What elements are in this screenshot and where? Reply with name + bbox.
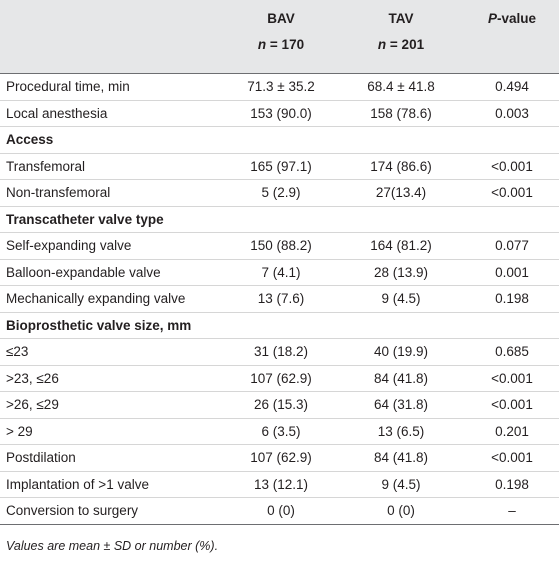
p-rest: -value (496, 11, 537, 26)
header-bav: BAV n = 170 (216, 6, 346, 58)
cell: 107 (62.9) (250, 370, 312, 386)
cell: 0 (0) (387, 503, 415, 518)
cell: 0.685 (495, 344, 529, 359)
table-row: Implantation of >1 valve 13 (12.1) 9 (4.5)… (0, 472, 559, 498)
table-row: Conversion to surgery 0 (0) 0 (0) – (0, 498, 559, 525)
table-row: Postdilation 107 (62.9) 84 (41.8) <0.001 (0, 445, 559, 472)
p-symbol: P (487, 11, 497, 26)
cell: 0.198 (495, 476, 529, 492)
cell: 0.494 (495, 79, 529, 94)
n-count: = 201 (389, 37, 425, 52)
row-label: Non-transfemoral (6, 185, 111, 200)
row-label: Transfemoral (6, 158, 86, 174)
cell: 0.003 (495, 105, 529, 121)
cell: <0.001 (491, 158, 533, 174)
n-symbol: n (257, 37, 267, 52)
section-label: Access (6, 132, 54, 147)
table-row: Procedural time, min 71.3 ± 35.2 68.4 ± 41… (0, 74, 559, 101)
cell: <0.001 (491, 450, 533, 465)
table-row: >26, ≤29 26 (15.3) 64 (31.8) <0.001 (0, 392, 559, 419)
cell: 153 (90.0) (250, 105, 312, 121)
table-row: Balloon-expandable valve 7 (4.1) 28 (13.9)… (0, 260, 559, 286)
row-label: >23, ≤26 (6, 370, 59, 386)
row-label: Conversion to surgery (6, 503, 139, 518)
cell: 0.077 (495, 238, 529, 253)
cell: 7 (4.1) (261, 264, 301, 280)
section-label: Bioprosthetic valve size, mm (6, 317, 192, 333)
cell: 71.3 ± 35.2 (247, 79, 315, 94)
cell: 165 (97.1) (250, 158, 312, 174)
cell: 0.001 (495, 264, 529, 280)
row-label: Local anesthesia (6, 105, 108, 121)
cell: 40 (19.9) (373, 344, 429, 359)
cell: 6 (3.5) (261, 423, 301, 439)
n-symbol: n (377, 37, 387, 52)
row-label: Balloon-expandable valve (6, 264, 161, 280)
row-label: Postdilation (6, 450, 76, 465)
table-row: Non-transfemoral 5 (2.9) 27(13.4) <0.001 (0, 180, 559, 207)
cell: 0.201 (495, 423, 529, 439)
cell: 27(13.4) (375, 185, 427, 200)
row-label: Procedural time, min (6, 79, 130, 94)
section-row: Access (0, 127, 559, 154)
cell: 64 (31.8) (373, 397, 429, 412)
cell: 13 (12.1) (253, 476, 309, 492)
cell: 13 (7.6) (257, 291, 305, 306)
cell: 107 (62.9) (250, 450, 312, 465)
cell: 0.198 (495, 291, 529, 306)
row-label: Implantation of >1 valve (6, 476, 149, 492)
row-label: Mechanically expanding valve (6, 291, 186, 306)
table-row: >23, ≤26 107 (62.9) 84 (41.8) <0.001 (0, 366, 559, 392)
section-row: Bioprosthetic valve size, mm (0, 313, 559, 339)
header-name: TAV (388, 11, 414, 26)
cell: 164 (81.2) (370, 238, 432, 253)
header-n: n = 170 (216, 32, 346, 58)
section-row: Transcatheter valve type (0, 207, 559, 233)
cell: 150 (88.2) (250, 238, 312, 253)
row-label: > 29 (6, 423, 33, 439)
cell: 13 (6.5) (377, 423, 425, 439)
cell: 26 (15.3) (253, 397, 309, 412)
table-row: Self-expanding valve 150 (88.2) 164 (81.2)… (0, 233, 559, 260)
cell: 68.4 ± 41.8 (367, 79, 435, 94)
footnote: Values are mean ± SD or number (%). (6, 539, 219, 553)
cell: <0.001 (491, 185, 533, 200)
header-n: n = 201 (346, 32, 456, 58)
table-row: ≤23 31 (18.2) 40 (19.9) 0.685 (0, 339, 559, 366)
cell: 158 (78.6) (370, 105, 432, 121)
cell: 31 (18.2) (253, 344, 309, 359)
cell: 174 (86.6) (370, 158, 432, 174)
cell: 28 (13.9) (373, 264, 429, 280)
cell: – (508, 503, 516, 518)
table-row: Mechanically expanding valve 13 (7.6) 9 (4… (0, 286, 559, 313)
cell: <0.001 (491, 397, 533, 412)
cell: 84 (41.8) (373, 370, 429, 386)
cell: 9 (4.5) (381, 291, 421, 306)
header-p: P-value (462, 6, 559, 32)
cell: 5 (2.9) (261, 185, 301, 200)
table-header: BAV n = 170 TAV n = 201 P-value (0, 0, 559, 74)
table-row: Local anesthesia 153 (90.0) 158 (78.6) 0.00… (0, 101, 559, 127)
cell: <0.001 (491, 370, 533, 386)
cell: 0 (0) (267, 503, 295, 518)
header-tav: TAV n = 201 (346, 6, 456, 58)
table-row: > 29 6 (3.5) 13 (6.5) 0.201 (0, 419, 559, 445)
cell: 9 (4.5) (381, 476, 421, 492)
n-count: = 170 (269, 37, 305, 52)
row-label: ≤23 (6, 344, 29, 359)
table-row: Transfemoral 165 (97.1) 174 (86.6) <0.001 (0, 154, 559, 180)
cell: 84 (41.8) (373, 450, 429, 465)
section-label: Transcatheter valve type (6, 211, 164, 227)
row-label: >26, ≤29 (6, 397, 59, 412)
header-name: BAV (267, 11, 295, 26)
row-label: Self-expanding valve (6, 238, 132, 253)
